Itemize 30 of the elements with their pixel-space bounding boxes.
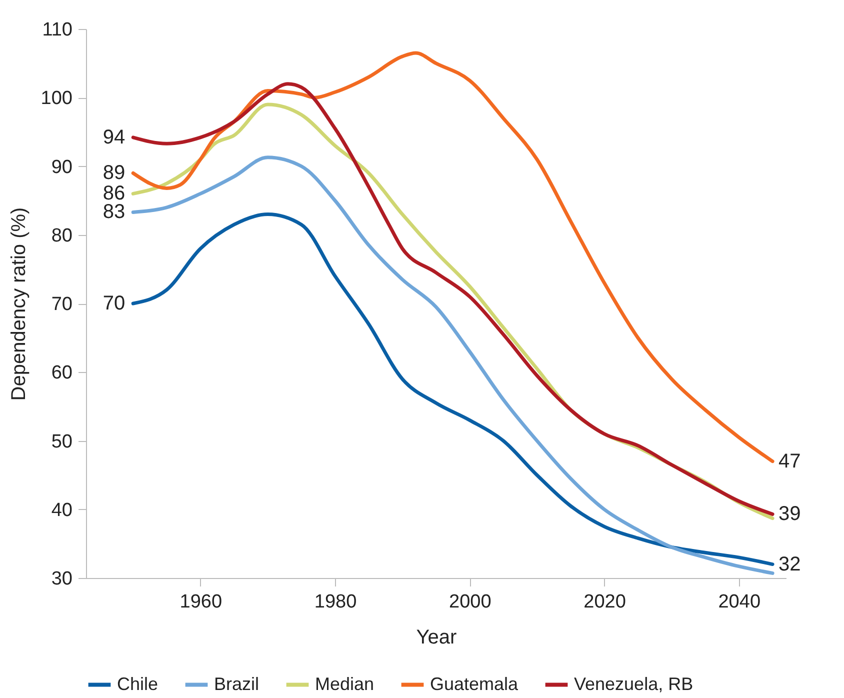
x-tick-label: 1980 [314,592,357,612]
data-label: 89 [102,162,126,184]
y-tick-label: 100 [40,88,72,110]
y-tick-label: 90 [51,156,72,178]
x-axis-title: Year [416,626,458,648]
legend-label: Guatemala [430,674,520,694]
data-label: 94 [102,126,126,148]
x-tick-label: 2040 [718,592,761,612]
line-series [131,51,774,464]
data-label: 47 [778,450,801,472]
x-tick-label: 2000 [449,592,492,612]
legend-label: Median [315,674,374,694]
y-tick-label: 40 [51,500,72,521]
y-tick-label: 80 [51,225,72,246]
line-series [131,156,774,575]
y-tick-label: 110 [42,20,72,40]
data-label: 39 [778,503,801,526]
x-tick-label: 2020 [584,592,626,612]
y-tick-label: 50 [51,431,72,452]
y-axis-title: Dependency ratio (%) [8,207,30,401]
y-tick-label: 30 [51,568,72,590]
line-series [131,212,774,566]
legend-label: Venezuela, RB [574,674,694,694]
legend-label: Chile [117,674,158,694]
data-label: 32 [778,553,801,576]
data-label: 70 [102,292,126,314]
x-tick-label: 1960 [180,592,222,612]
y-tick-label: 70 [51,294,72,315]
y-tick-label: 60 [51,362,72,384]
legend-label: Brazil [214,674,260,694]
